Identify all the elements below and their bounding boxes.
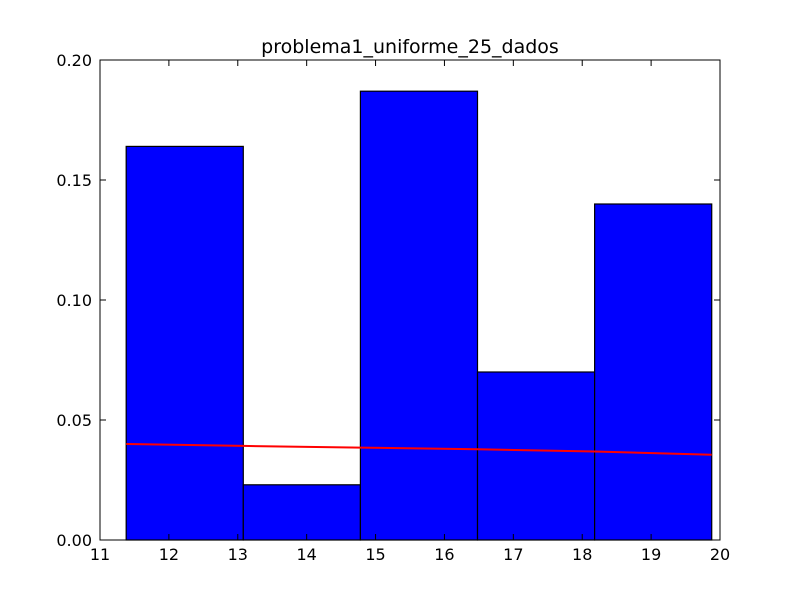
x-tick-label-15: 15 <box>365 545 385 564</box>
y-tick-label-1: 0.05 <box>56 411 92 430</box>
ticks-layer <box>99 59 721 541</box>
y-tick-labels: 0.00 0.05 0.10 0.15 0.20 <box>56 51 92 550</box>
x-tick-label-19: 19 <box>641 545 661 564</box>
y-tick-label-2: 0.10 <box>56 291 92 310</box>
histogram-bar-5 <box>594 203 713 541</box>
x-tick-label-16: 16 <box>434 545 454 564</box>
y-tick-label-0: 0.00 <box>56 531 92 550</box>
trend-line <box>126 443 712 456</box>
bars-layer <box>125 90 713 541</box>
x-tick-label-18: 18 <box>572 545 592 564</box>
x-tick-labels: 11 12 13 14 15 16 17 18 19 20 <box>90 545 730 564</box>
trend-line-layer <box>126 443 712 456</box>
chart-title: problema1_uniforme_25_dados <box>261 36 559 58</box>
x-tick-label-20: 20 <box>710 545 730 564</box>
x-tick-label-14: 14 <box>296 545 316 564</box>
x-tick-label-11: 11 <box>90 545 110 564</box>
histogram-bar-1 <box>125 145 244 541</box>
histogram-bar-2 <box>242 484 362 541</box>
y-tick-label-3: 0.15 <box>56 171 92 190</box>
x-tick-label-13: 13 <box>228 545 248 564</box>
y-tick-label-4: 0.20 <box>56 51 92 70</box>
histogram-bar-3 <box>359 90 479 541</box>
histogram-bar-4 <box>476 371 596 541</box>
x-tick-label-17: 17 <box>503 545 523 564</box>
x-tick-label-12: 12 <box>159 545 179 564</box>
